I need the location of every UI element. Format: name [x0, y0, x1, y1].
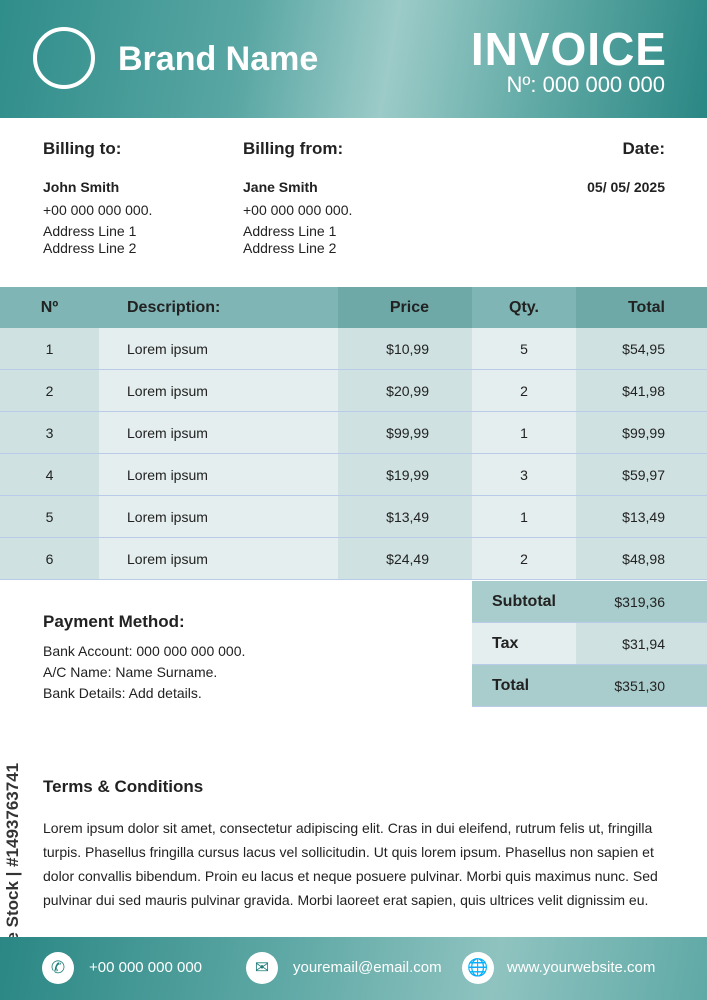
footer: ✆ +00 000 000 000 ✉ youremail@email.com …: [0, 937, 707, 1000]
item-total: $54,95: [576, 328, 707, 369]
item-qty: 5: [472, 328, 576, 369]
items-table: Nº Description: Price Qty. Total 1 Lorem …: [0, 287, 707, 580]
table-row: 2 Lorem ipsum $20,99 2 $41,98: [0, 370, 707, 412]
item-description: Lorem ipsum: [99, 328, 338, 369]
payment-line: Bank Details: Add details.: [43, 685, 202, 701]
payment-line: Bank Account: 000 000 000 000.: [43, 643, 246, 659]
billing-from-label: Billing from:: [243, 139, 344, 158]
item-number: 3: [0, 412, 99, 453]
table-row: 4 Lorem ipsum $19,99 3 $59,97: [0, 454, 707, 496]
header-description: Description:: [99, 287, 338, 328]
header-total: Total: [576, 287, 707, 328]
billing-to-phone: +00 000 000 000.: [43, 202, 153, 218]
payment-method-title: Payment Method:: [43, 612, 185, 631]
billing-from-address2: Address Line 2: [243, 240, 337, 256]
total-label: Total: [492, 676, 530, 694]
billing-from-phone: +00 000 000 000.: [243, 202, 353, 218]
table-header-row: Nº Description: Price Qty. Total: [0, 287, 707, 328]
date-value: 05/ 05/ 2025: [587, 179, 665, 195]
billing-to-label: Billing to:: [43, 139, 122, 158]
billing-to-name: John Smith: [43, 179, 120, 195]
item-price: $19,99: [338, 454, 472, 495]
logo-circle-icon: [33, 27, 95, 89]
table-row: 1 Lorem ipsum $10,99 5 $54,95: [0, 328, 707, 370]
item-total: $99,99: [576, 412, 707, 453]
phone-icon: ✆: [42, 952, 74, 984]
item-price: $99,99: [338, 412, 472, 453]
payment-line: A/C Name: Name Surname.: [43, 664, 218, 680]
tax-value: $31,94: [576, 623, 707, 664]
item-description: Lorem ipsum: [99, 370, 338, 411]
globe-icon: 🌐: [462, 952, 494, 984]
item-description: Lorem ipsum: [99, 454, 338, 495]
item-number: 2: [0, 370, 99, 411]
item-price: $10,99: [338, 328, 472, 369]
subtotal-value: $319,36: [614, 593, 665, 610]
item-description: Lorem ipsum: [99, 538, 338, 579]
item-total: $48,98: [576, 538, 707, 579]
item-number: 1: [0, 328, 99, 369]
item-number: 5: [0, 496, 99, 537]
subtotal-row: Subtotal $319,36: [472, 581, 707, 623]
item-qty: 2: [472, 370, 576, 411]
header-qty: Qty.: [472, 287, 576, 328]
item-total: $59,97: [576, 454, 707, 495]
table-row: 6 Lorem ipsum $24,49 2 $48,98: [0, 538, 707, 580]
invoice-number: Nº: 000 000 000: [506, 72, 666, 97]
item-total: $13,49: [576, 496, 707, 537]
item-qty: 3: [472, 454, 576, 495]
item-qty: 1: [472, 412, 576, 453]
item-price: $24,49: [338, 538, 472, 579]
billing-from-address1: Address Line 1: [243, 223, 337, 239]
invoice-title: INVOICE: [470, 23, 667, 75]
header-number: Nº: [0, 287, 99, 328]
brand-name: Brand Name: [118, 40, 319, 78]
footer-phone: +00 000 000 000: [89, 959, 203, 976]
item-number: 6: [0, 538, 99, 579]
item-qty: 2: [472, 538, 576, 579]
item-description: Lorem ipsum: [99, 496, 338, 537]
invoice-header: Brand Name INVOICE Nº: 000 000 000: [0, 0, 707, 118]
item-total: $41,98: [576, 370, 707, 411]
billing-from-name: Jane Smith: [243, 179, 318, 195]
billing-to-address1: Address Line 1: [43, 223, 137, 239]
item-price: $13,49: [338, 496, 472, 537]
footer-website[interactable]: www.yourwebsite.com: [507, 959, 656, 976]
footer-email[interactable]: youremail@email.com: [293, 959, 442, 976]
terms-title: Terms & Conditions: [43, 777, 204, 796]
summary-table: Subtotal $319,36 Tax $31,94 Total $351,30: [472, 581, 707, 707]
date-label: Date:: [622, 139, 665, 158]
table-row: 3 Lorem ipsum $99,99 1 $99,99: [0, 412, 707, 454]
subtotal-label: Subtotal: [492, 592, 556, 610]
item-qty: 1: [472, 496, 576, 537]
table-row: 5 Lorem ipsum $13,49 1 $13,49: [0, 496, 707, 538]
header-price: Price: [338, 287, 472, 328]
total-value: $351,30: [614, 677, 665, 694]
total-row: Total $351,30: [472, 665, 707, 707]
mail-icon: ✉: [246, 952, 278, 984]
item-number: 4: [0, 454, 99, 495]
item-price: $20,99: [338, 370, 472, 411]
billing-to-address2: Address Line 2: [43, 240, 137, 256]
item-description: Lorem ipsum: [99, 412, 338, 453]
tax-row: Tax $31,94: [472, 623, 707, 665]
tax-label: Tax: [472, 623, 576, 664]
terms-body: Lorem ipsum dolor sit amet, consectetur …: [43, 820, 658, 908]
